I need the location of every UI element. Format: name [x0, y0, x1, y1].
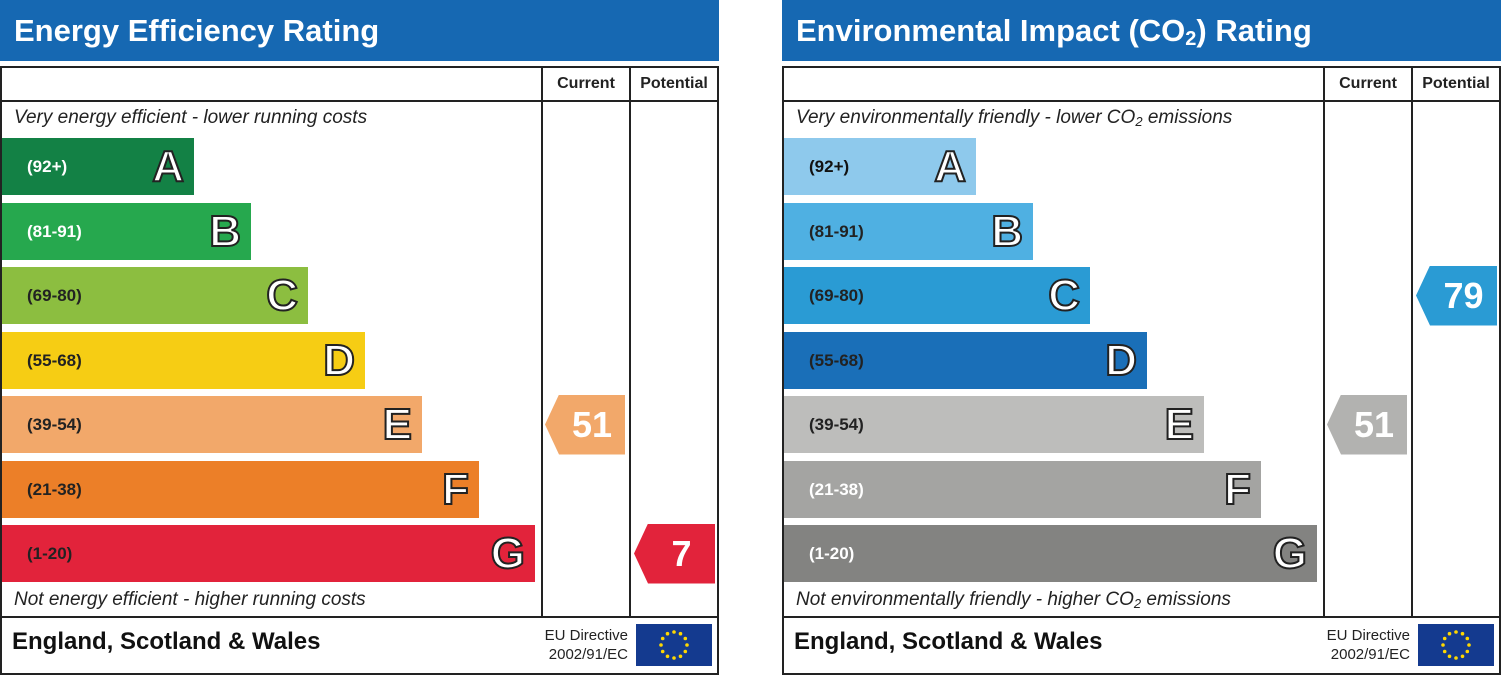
- eu-directive-line1: EU Directive: [1326, 627, 1410, 644]
- band-letter: G: [1272, 528, 1308, 579]
- top-note-subscript: 2: [1135, 114, 1143, 129]
- band-range-label: (92+): [809, 157, 850, 176]
- eu-flag-icon: [636, 624, 712, 666]
- rating-band-a: (92+) A: [2, 138, 194, 195]
- current-rating-arrow: 51: [545, 394, 625, 455]
- band-letter: D: [1104, 335, 1138, 386]
- bottom-note: Not environmentally friendly - higher CO…: [796, 589, 1231, 611]
- potential-column-divider: [1411, 66, 1413, 617]
- band-letter: A: [151, 141, 185, 192]
- band-range-label: (69-80): [809, 286, 864, 305]
- footer-country: England, Scotland & Wales: [12, 628, 321, 655]
- band-range-label: (81-91): [809, 221, 864, 241]
- potential-column-divider: [629, 66, 631, 617]
- rating-band-f: (21-38) F: [784, 460, 1261, 518]
- footer-country: England, Scotland & Wales: [794, 628, 1103, 655]
- bottom-note-main: Not environmentally friendly - higher CO: [796, 589, 1134, 610]
- rating-band-b: (81-91) B: [2, 202, 251, 260]
- band-range-label: (1-20): [27, 544, 73, 563]
- potential-rating-arrow: 7: [634, 523, 715, 584]
- current-column-divider: [541, 66, 543, 617]
- rating-band-b: (81-91) B: [784, 202, 1033, 260]
- current-column-header: Current: [557, 75, 615, 92]
- header-divider: [0, 100, 719, 102]
- potential-rating-arrow: 79: [1416, 265, 1497, 326]
- band-letter: A: [933, 141, 967, 192]
- band-range-label: (21-38): [27, 479, 82, 499]
- eu-directive: EU Directive 2002/91/EC: [1300, 626, 1410, 664]
- band-letter: F: [441, 464, 470, 515]
- title-subscript: 2: [1185, 28, 1197, 50]
- band-letter: F: [1223, 464, 1252, 515]
- band-range-label: (21-38): [809, 479, 864, 499]
- header-divider: [782, 100, 1501, 102]
- band-letter: C: [1047, 270, 1081, 321]
- band-letter: B: [990, 206, 1024, 257]
- eu-directive-line1: EU Directive: [544, 627, 628, 644]
- band-letter: B: [208, 206, 242, 257]
- bottom-note-end: emissions: [1141, 589, 1231, 610]
- eu-directive-line2: 2002/91/EC: [1330, 646, 1410, 663]
- band-range-label: (55-68): [809, 350, 864, 370]
- top-note-main: Very environmentally friendly - lower CO: [796, 107, 1136, 128]
- band-range-label: (39-54): [27, 415, 82, 434]
- title-main: Environmental Impact (CO: [796, 13, 1186, 48]
- band-letter: D: [322, 335, 356, 386]
- rating-band-d: (55-68) D: [784, 331, 1147, 389]
- rating-band-c: (69-80) C: [784, 267, 1090, 324]
- band-letter: G: [490, 528, 526, 579]
- rating-band-g: (1-20) G: [2, 525, 535, 582]
- rating-band-a: (92+) A: [784, 138, 976, 195]
- potential-column-header: Potential: [1422, 75, 1490, 92]
- energy-efficiency-panel: Energy Efficiency Rating Current Potenti…: [0, 0, 719, 675]
- current-column-divider: [1323, 66, 1325, 617]
- energy-efficiency-title: Energy Efficiency Rating: [0, 0, 719, 61]
- band-range-label: (69-80): [27, 286, 82, 305]
- footer-divider: [782, 616, 1501, 618]
- eu-directive: EU Directive 2002/91/EC: [518, 626, 628, 664]
- bottom-note: Not energy efficient - higher running co…: [14, 589, 366, 610]
- footer-divider: [0, 616, 719, 618]
- rating-band-c: (69-80) C: [2, 267, 308, 324]
- rating-band-e: (39-54) E: [2, 396, 422, 453]
- bottom-note-subscript: 2: [1133, 596, 1142, 611]
- top-note: Very environmentally friendly - lower CO…: [796, 107, 1232, 129]
- top-note-end: emissions: [1142, 107, 1233, 128]
- current-column-header: Current: [1339, 75, 1397, 92]
- band-letter: C: [265, 270, 299, 321]
- band-letter: E: [1164, 399, 1195, 450]
- current-rating-arrow: 51: [1327, 394, 1407, 455]
- eu-flag-icon: [1418, 624, 1494, 666]
- band-range-label: (55-68): [27, 350, 82, 370]
- eu-directive-line2: 2002/91/EC: [548, 646, 628, 663]
- band-range-label: (1-20): [809, 544, 855, 563]
- top-note: Very energy efficient - lower running co…: [14, 107, 368, 128]
- band-range-label: (81-91): [27, 221, 82, 241]
- environmental-impact-panel: Environmental Impact (CO2) Rating Curren…: [782, 0, 1501, 675]
- rating-band-g: (1-20) G: [784, 525, 1317, 582]
- band-letter: E: [382, 399, 413, 450]
- band-range-label: (92+): [27, 157, 68, 176]
- band-range-label: (39-54): [809, 415, 864, 434]
- rating-band-e: (39-54) E: [784, 396, 1204, 453]
- rating-band-f: (21-38) F: [2, 460, 479, 518]
- rating-band-d: (55-68) D: [2, 331, 365, 389]
- potential-column-header: Potential: [640, 75, 708, 92]
- title-end: ) Rating: [1196, 13, 1312, 48]
- environmental-impact-title: Environmental Impact (CO2) Rating: [782, 0, 1501, 61]
